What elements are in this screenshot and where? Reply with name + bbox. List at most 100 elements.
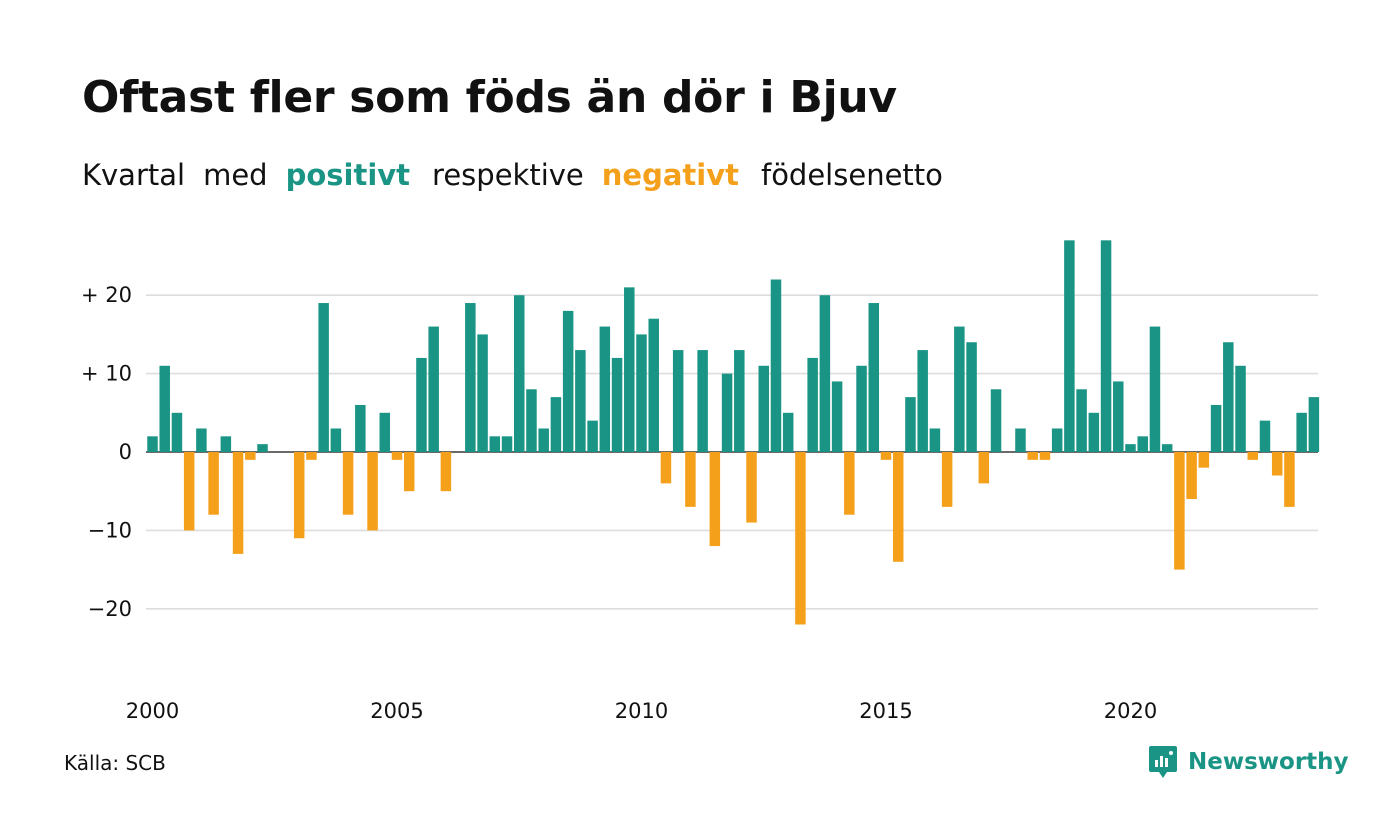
chart-title: Oftast fler som föds än dör i Bjuv [82, 72, 897, 123]
bar-negative [746, 452, 757, 523]
bar-positive [147, 436, 158, 452]
bar-positive [636, 334, 647, 452]
bar-negative [232, 452, 244, 554]
y-tick-label: −10 [88, 518, 132, 542]
bar-positive [599, 326, 611, 452]
bar-negative [1027, 452, 1038, 460]
bar-positive [856, 365, 867, 452]
bar-negative [1186, 452, 1197, 500]
subtitle-word-quarter: Kvartal [82, 158, 186, 192]
bar-positive [428, 326, 439, 452]
bar-positive [171, 412, 183, 452]
bar-positive [697, 350, 708, 452]
subtitle-word-with: med [203, 158, 268, 192]
y-tick-label: + 10 [81, 362, 132, 386]
bar-positive [550, 397, 562, 452]
bar-negative [183, 452, 195, 531]
bar-negative [892, 452, 904, 562]
bar-negative [978, 452, 990, 484]
bar-positive [624, 287, 635, 452]
bar-positive [807, 357, 818, 452]
bar-negative [342, 452, 354, 515]
subtitle-positive-label: positivt [285, 158, 411, 192]
bar-positive [611, 357, 623, 452]
bar-negative [1198, 452, 1210, 468]
bar-positive [1088, 412, 1100, 452]
bar-positive [1051, 428, 1063, 452]
bar-negative [709, 452, 721, 547]
bar-positive [1100, 240, 1112, 452]
bar-positive [1149, 326, 1161, 452]
bar-positive [770, 279, 782, 452]
bar-positive [966, 342, 977, 452]
bar-positive [330, 428, 342, 452]
brand-name: Newsworthy [1188, 749, 1349, 775]
bar-positive [477, 334, 488, 452]
bar-positive [159, 365, 170, 452]
bar-negative [880, 452, 892, 460]
bar-negative [1247, 452, 1258, 460]
bar-positive [758, 365, 769, 452]
bar-negative [367, 452, 378, 531]
bar-positive [1064, 240, 1075, 452]
bar-positive [538, 428, 549, 452]
x-tick-label: 2000 [126, 699, 179, 723]
bar-negative [245, 452, 256, 460]
brand-logo: Newsworthy [1148, 744, 1349, 780]
bar-positive [1137, 436, 1148, 452]
bar-positive [220, 436, 232, 452]
bar-positive [917, 350, 928, 452]
newsworthy-logo-icon [1149, 746, 1177, 778]
bar-positive [648, 318, 659, 452]
bar-positive [501, 436, 513, 452]
subtitle-word-net-births: födelsenetto [760, 158, 943, 192]
bar-positive [954, 326, 965, 452]
bar-negative [391, 452, 403, 460]
bar-positive [1259, 420, 1271, 452]
bar-negative [403, 452, 415, 492]
bar-positive [721, 373, 733, 452]
bar-positive [489, 436, 501, 452]
bar-positive [1161, 444, 1173, 452]
x-tick-label: 2020 [1104, 699, 1157, 723]
bar-positive [1308, 397, 1320, 452]
bar-positive [929, 428, 941, 452]
bar-negative [660, 452, 672, 484]
x-tick-label: 2005 [370, 699, 423, 723]
bar-positive [575, 350, 586, 452]
bar-positive [734, 350, 745, 452]
bar-negative [306, 452, 317, 460]
bar-positive [1296, 412, 1307, 452]
subtitle-word-respectively: respektive [432, 158, 584, 192]
bar-positive [1125, 444, 1136, 452]
subtitle-negative-label: negativt [601, 158, 739, 192]
chart-subtitle: Kvartal med positivt respektive negativt föde… [82, 158, 961, 192]
bar-negative [1284, 452, 1295, 507]
bar-positive [831, 381, 843, 452]
bar-positive [868, 303, 880, 452]
bar-negative [440, 452, 452, 492]
bar-negative [941, 452, 953, 507]
y-tick-label: −20 [88, 597, 132, 621]
bar-positive [196, 428, 207, 452]
bar-negative [1271, 452, 1283, 476]
bar-positive [905, 397, 916, 452]
bar-negative [1174, 452, 1185, 570]
bar-negative [685, 452, 696, 507]
y-tick-label: 0 [119, 440, 132, 464]
bar-negative [293, 452, 305, 539]
source-note: Källa: SCB [64, 751, 166, 775]
bar-positive [562, 310, 574, 452]
bar-positive [1113, 381, 1124, 452]
bar-positive [465, 303, 476, 452]
bar-positive [587, 420, 598, 452]
bar-negative [1039, 452, 1051, 460]
x-tick-label: 2015 [859, 699, 912, 723]
x-tick-label: 2010 [615, 699, 668, 723]
bar-positive [782, 412, 794, 452]
bar-positive [318, 303, 329, 452]
bar-negative [844, 452, 855, 515]
bar-positive [819, 295, 831, 452]
bar-positive [526, 389, 537, 452]
bar-negative [795, 452, 806, 625]
